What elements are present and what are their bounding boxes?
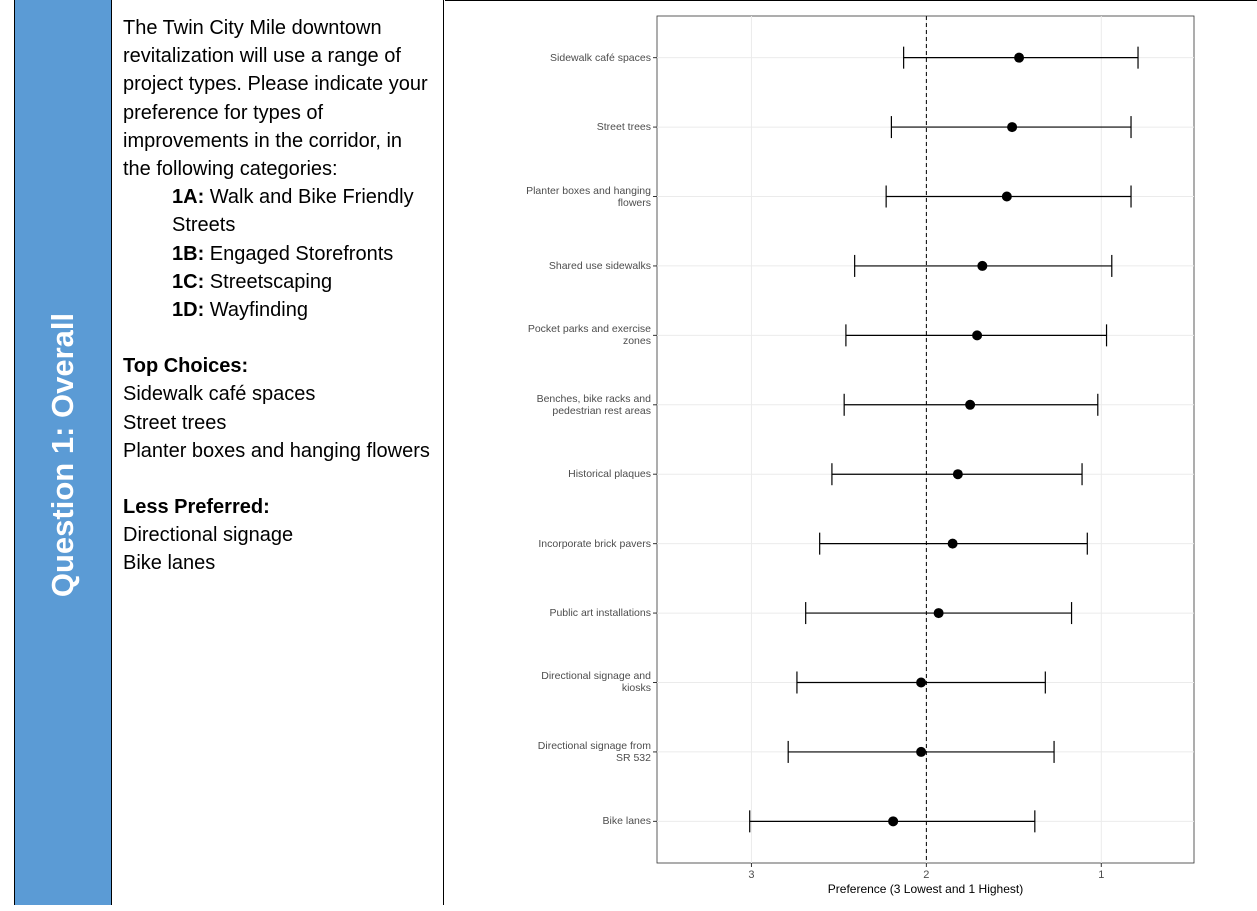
top-list: Sidewalk café spaces Street trees Planter …: [123, 380, 435, 465]
category-item: 1B: Engaged Storefronts: [123, 240, 435, 268]
point: [1014, 52, 1025, 63]
intro: The Twin City Mile downtown revitalizati…: [123, 17, 428, 181]
category-code: 1B:: [172, 242, 205, 265]
category-name: Walk and Bike Friendly Streets: [172, 186, 414, 237]
category-name: Engaged Storefronts: [209, 242, 394, 265]
category-item: 1C: Streetscaping: [123, 268, 435, 296]
point: [965, 399, 976, 410]
y-tick-label: Street trees: [596, 121, 651, 134]
less-preferred-item: Directional signage: [123, 524, 294, 547]
top-heading: Top Choices:: [123, 355, 249, 378]
category-code: 1D:: [172, 299, 205, 322]
y-tick-label: Directional signage and kiosks: [541, 670, 651, 695]
point: [933, 608, 944, 619]
point: [977, 260, 988, 271]
category-list: 1A: Walk and Bike Friendly Streets 1B: En…: [123, 183, 435, 324]
x-tick-label: 3: [748, 869, 754, 881]
y-tick-label: Planter boxes and hanging flowers: [526, 184, 651, 209]
category-name: Streetscaping: [209, 270, 333, 293]
point: [947, 538, 958, 549]
point: [1001, 191, 1012, 202]
question-text: The Twin City Mile downtown revitalizati…: [111, 0, 444, 905]
y-tick-label: Directional signage from SR 532: [537, 739, 651, 764]
point: [1007, 122, 1018, 133]
side-label: Question 1: Overall: [45, 312, 80, 598]
point: [888, 816, 899, 827]
chart-area: 3 2 1 Preference (3 Lowest and 1 Highest) S…: [445, 0, 1257, 906]
point: [916, 746, 927, 757]
category-item: 1A: Walk and Bike Friendly Streets: [123, 183, 435, 239]
top-choice: Street trees: [123, 411, 227, 434]
x-axis-title: Preference (3 Lowest and 1 Highest): [828, 882, 1023, 896]
category-code: 1A:: [172, 186, 205, 209]
y-tick-label: Public art installations: [549, 607, 651, 620]
x-tick-label: 2: [923, 869, 929, 881]
category-name: Wayfinding: [209, 299, 308, 322]
category-item: 1D: Wayfinding: [123, 296, 435, 324]
chart: 3 2 1 Preference (3 Lowest and 1 Highest): [653, 15, 1195, 896]
y-tick-label: Pocket parks and exercise zones: [527, 323, 651, 348]
top-choice: Planter boxes and hanging flowers: [123, 439, 430, 462]
y-tick-label: Shared use sidewalks: [548, 259, 651, 272]
less-heading: Less Preferred:: [123, 496, 270, 519]
side-band: Question 1: Overall: [14, 0, 112, 905]
less-list: Directional signage Bike lanes: [123, 521, 435, 577]
point: [972, 330, 983, 341]
y-tick-label: Historical plaques: [568, 468, 651, 481]
top-choice: Sidewalk café spaces: [123, 383, 316, 406]
y-tick-label: Incorporate brick pavers: [538, 537, 651, 550]
y-tick-label: Benches, bike racks and pedestrian rest …: [536, 392, 651, 417]
y-tick-label: Bike lanes: [602, 815, 651, 828]
less-preferred-item: Bike lanes: [123, 552, 216, 575]
category-code: 1C:: [172, 270, 205, 293]
y-tick-label: Sidewalk café spaces: [550, 51, 651, 64]
point: [916, 677, 927, 688]
point: [952, 469, 963, 480]
plot-panel: [656, 15, 1195, 864]
x-tick-label: 1: [1098, 869, 1104, 881]
